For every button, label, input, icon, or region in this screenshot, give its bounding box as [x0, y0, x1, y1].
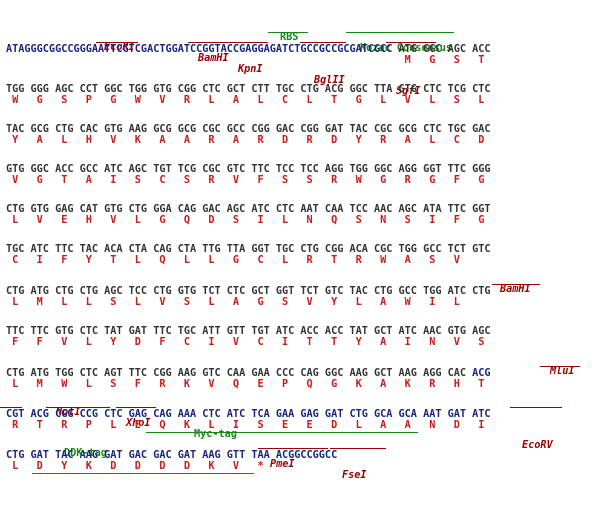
enzyme-label-bamhi-2: BamHI: [500, 284, 531, 295]
aa-line-5: L V E H V L G Q D S I L N Q S N S I F G: [6, 215, 485, 226]
nt-line-4: GTG GGC ACC GCC ATC AGC TGT TCG CGC GTC …: [6, 164, 491, 175]
bglii-line: [300, 42, 346, 43]
nt-line-10: CGT ACG CGG CCG CTC GAG CAG AAA CTC ATC …: [6, 409, 491, 420]
nt-line-11: CTG GAT TAC AAG GAT GAC GAC GAT AAG GTT …: [6, 450, 338, 461]
enzyme-label-ecori: EcoRI: [104, 42, 135, 53]
ecori-line: [96, 42, 138, 43]
rbs-line: [268, 32, 308, 33]
bamhi-kpni-line: [188, 42, 268, 43]
mlui-tail-line: [0, 407, 22, 408]
nt-line-6: TGC ATC TTC TAC ACA CTA CAG CTA TTG TTA …: [6, 244, 491, 255]
aa-line-2: W G S P G W V R L A L C L T G L V L S L: [6, 95, 485, 106]
ddk-tag-line: [32, 473, 254, 474]
feature-label-myc-tag: Myc-tag: [194, 429, 237, 440]
enzyme-label-mlui: MluI: [550, 366, 575, 377]
enzyme-label-sgfi: SgfI: [396, 86, 421, 97]
sgfi-line: [386, 42, 436, 43]
nt-line-2: TGG GGG AGC CCT GGC TGG GTG CGG CTC GCT …: [6, 84, 491, 95]
aa-line-9: L M W L S F R K V Q E P Q G K A K R H T: [6, 379, 485, 390]
feature-label-rbs: RBS: [280, 32, 299, 43]
aa-line-6: C I F Y T L Q L L G C L R T R W A S V: [6, 255, 460, 266]
aa-line-3: Y A L H V K A A R A R D R D Y R A L C D: [6, 135, 485, 146]
enzyme-label-fsei: FseI: [342, 470, 367, 481]
nt-line-9: CTG ATG TGG CTC AGT TTC CGG AAG GTC CAA …: [6, 368, 491, 379]
nt-line-5: CTG GTG GAG CAT GTG CTG GGA CAG GAC AGC …: [6, 204, 491, 215]
nt-line-1: ATAGGGCGGCCGGGAATTCGTCGACTGGATCCGGTACCGA…: [6, 44, 491, 55]
aa-line-10: R T R P L E Q K L I S E E D L A A N D I: [6, 420, 485, 431]
enzyme-label-ecorv: EcoRV: [522, 440, 553, 451]
noti-line: [46, 407, 110, 408]
nt-line-8: TTC TTC GTG CTC TAT GAT TTC TGC ATT GTT …: [6, 326, 491, 337]
enzyme-label-pmei: PmeI: [270, 459, 295, 470]
enzyme-label-xhoi: XhoI: [126, 418, 151, 429]
feature-label-kozak: Kozac Consensus: [360, 43, 453, 54]
ecorv-line: [510, 407, 562, 408]
aa-line-7: L M L L S L V S L A G S V Y L A W I L: [6, 297, 460, 308]
fsei-line: [330, 448, 386, 449]
myc-tag-line: [146, 432, 418, 433]
aa-line-11: L D Y K D D D D K V *: [6, 461, 264, 472]
enzyme-label-bglii: BglII: [314, 75, 345, 86]
aa-line-8: F F V L Y D F C I V C I T T Y A I N V S: [6, 337, 485, 348]
mlui-line: [540, 366, 580, 367]
enzyme-label-bamhi: BamHI: [198, 53, 229, 64]
enzyme-label-kpni: KpnI: [238, 64, 263, 75]
kozak-line: [346, 32, 454, 33]
bamhi-2-line: [492, 284, 540, 285]
feature-label-ddk-tag: DDK-tag: [64, 448, 107, 459]
pmei-line: [258, 448, 328, 449]
enzyme-label-noti: NotI: [56, 407, 81, 418]
aa-line-4: V G T A I S C S R V F S S R W G R G F G: [6, 175, 485, 186]
nt-line-7: CTG ATG CTG CTG AGC TCC CTG GTG TCT CTC …: [6, 286, 491, 297]
aa-line-1: M G S T: [6, 55, 485, 66]
nt-line-3: TAC GCG CTG CAC GTG AAG GCG GCG CGC GCC …: [6, 124, 491, 135]
xhoi-line: [116, 407, 156, 408]
